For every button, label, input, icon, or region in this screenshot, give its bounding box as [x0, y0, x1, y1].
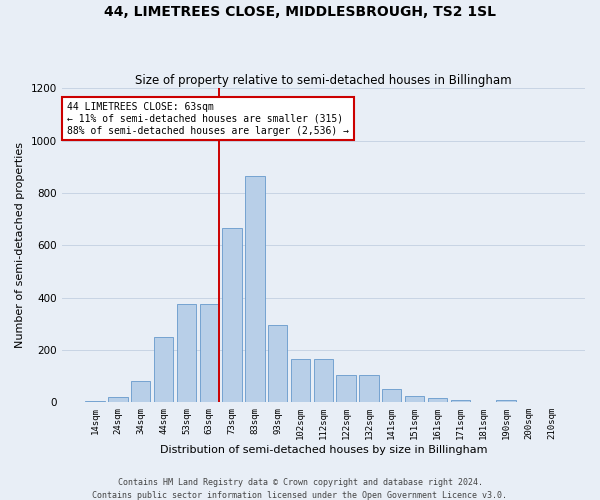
Text: 44 LIMETREES CLOSE: 63sqm
← 11% of semi-detached houses are smaller (315)
88% of: 44 LIMETREES CLOSE: 63sqm ← 11% of semi-…	[67, 102, 349, 136]
Bar	[200, 304, 219, 402]
Bar	[359, 375, 379, 402]
Text: Contains HM Land Registry data © Crown copyright and database right 2024.
Contai: Contains HM Land Registry data © Crown c…	[92, 478, 508, 500]
Bar	[223, 228, 242, 402]
Bar	[496, 400, 515, 402]
Bar	[405, 396, 424, 402]
Text: 44, LIMETREES CLOSE, MIDDLESBROUGH, TS2 1SL: 44, LIMETREES CLOSE, MIDDLESBROUGH, TS2 …	[104, 5, 496, 19]
X-axis label: Distribution of semi-detached houses by size in Billingham: Distribution of semi-detached houses by …	[160, 445, 487, 455]
Bar	[108, 397, 128, 402]
Bar	[428, 398, 447, 402]
Bar	[337, 375, 356, 402]
Bar	[382, 389, 401, 402]
Bar	[85, 401, 105, 402]
Bar	[154, 337, 173, 402]
Title: Size of property relative to semi-detached houses in Billingham: Size of property relative to semi-detach…	[135, 74, 512, 87]
Bar	[245, 176, 265, 402]
Y-axis label: Number of semi-detached properties: Number of semi-detached properties	[15, 142, 25, 348]
Bar	[451, 400, 470, 402]
Bar	[268, 325, 287, 402]
Bar	[314, 359, 333, 403]
Bar	[131, 382, 151, 402]
Bar	[177, 304, 196, 402]
Bar	[291, 359, 310, 403]
